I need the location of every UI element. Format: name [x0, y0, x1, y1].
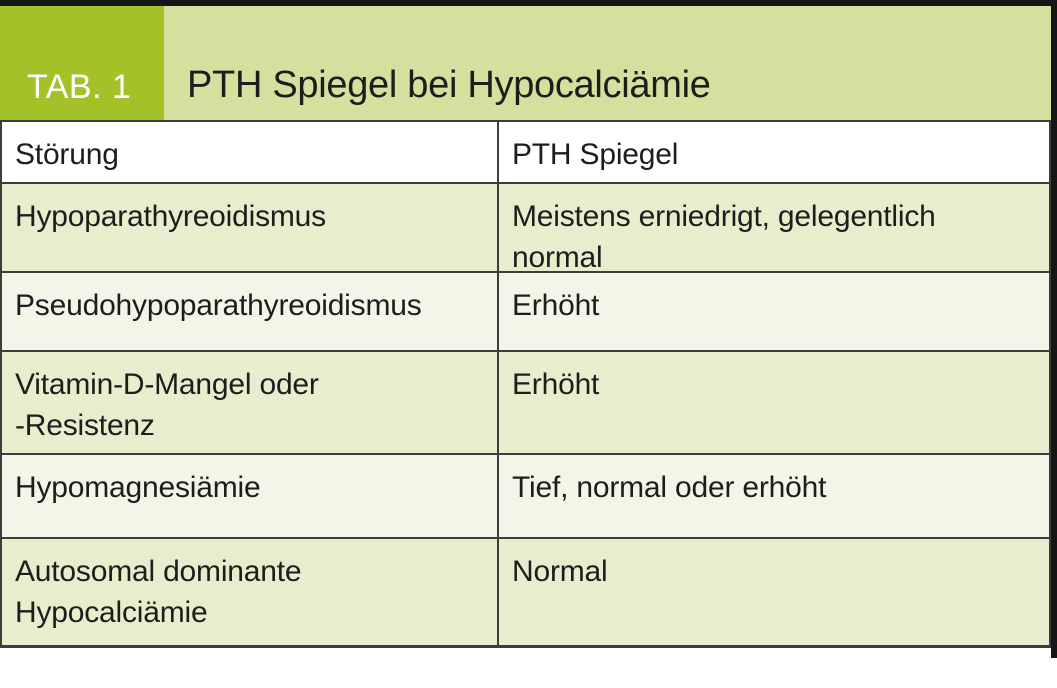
table-title-box: PTH Spiegel bei Hypocalciämie [164, 6, 1057, 120]
pth-cell: Tief, normal oder erhöht [497, 455, 1049, 537]
pth-cell: Erhöht [497, 273, 1049, 350]
stoerung-cell: Hypomagnesiämie [15, 471, 261, 504]
stoerung-cell: Hypoparathyreoidismus [15, 200, 326, 233]
table-row: Hypomagnesiämie Tief, normal oder erhöht [2, 453, 1049, 537]
pth-cell: Meistens erniedrigt, gelegentlich normal [497, 184, 1049, 274]
table-title: PTH Spiegel bei Hypocalciämie [187, 64, 711, 107]
table-row: Vitamin-D-Mangel oder -Resistenz Erhöht [2, 350, 1049, 453]
table-row: Hypoparathyreoidismus Meistens erniedrig… [2, 182, 1049, 274]
right-rule [1051, 0, 1057, 658]
table-row: Autosomal dominante Hypocalciämie Normal [2, 537, 1049, 645]
column-header-stoerung: Störung [15, 138, 119, 171]
table-number-box: TAB. 1 [0, 6, 164, 120]
pth-cell: Erhöht [497, 352, 1049, 453]
stoerung-cell: Pseudohypoparathyreoidismus [15, 289, 422, 322]
stoerung-cell: Vitamin-D-Mangel oder -Resistenz [15, 368, 319, 442]
column-header-pth: PTH Spiegel [497, 122, 1049, 182]
table-row: Pseudohypoparathyreoidismus Erhöht [2, 271, 1049, 350]
table-number-label: TAB. 1 [27, 67, 132, 106]
pth-table: Störung PTH Spiegel Hypoparathyreoidismu… [0, 120, 1051, 648]
table-header-band: TAB. 1 PTH Spiegel bei Hypocalciämie [0, 6, 1057, 120]
stoerung-cell: Autosomal dominante Hypocalciämie [15, 555, 302, 629]
top-rule [0, 0, 1057, 6]
table-header-row: Störung PTH Spiegel [2, 122, 1049, 182]
pth-cell: Normal [497, 539, 1049, 645]
